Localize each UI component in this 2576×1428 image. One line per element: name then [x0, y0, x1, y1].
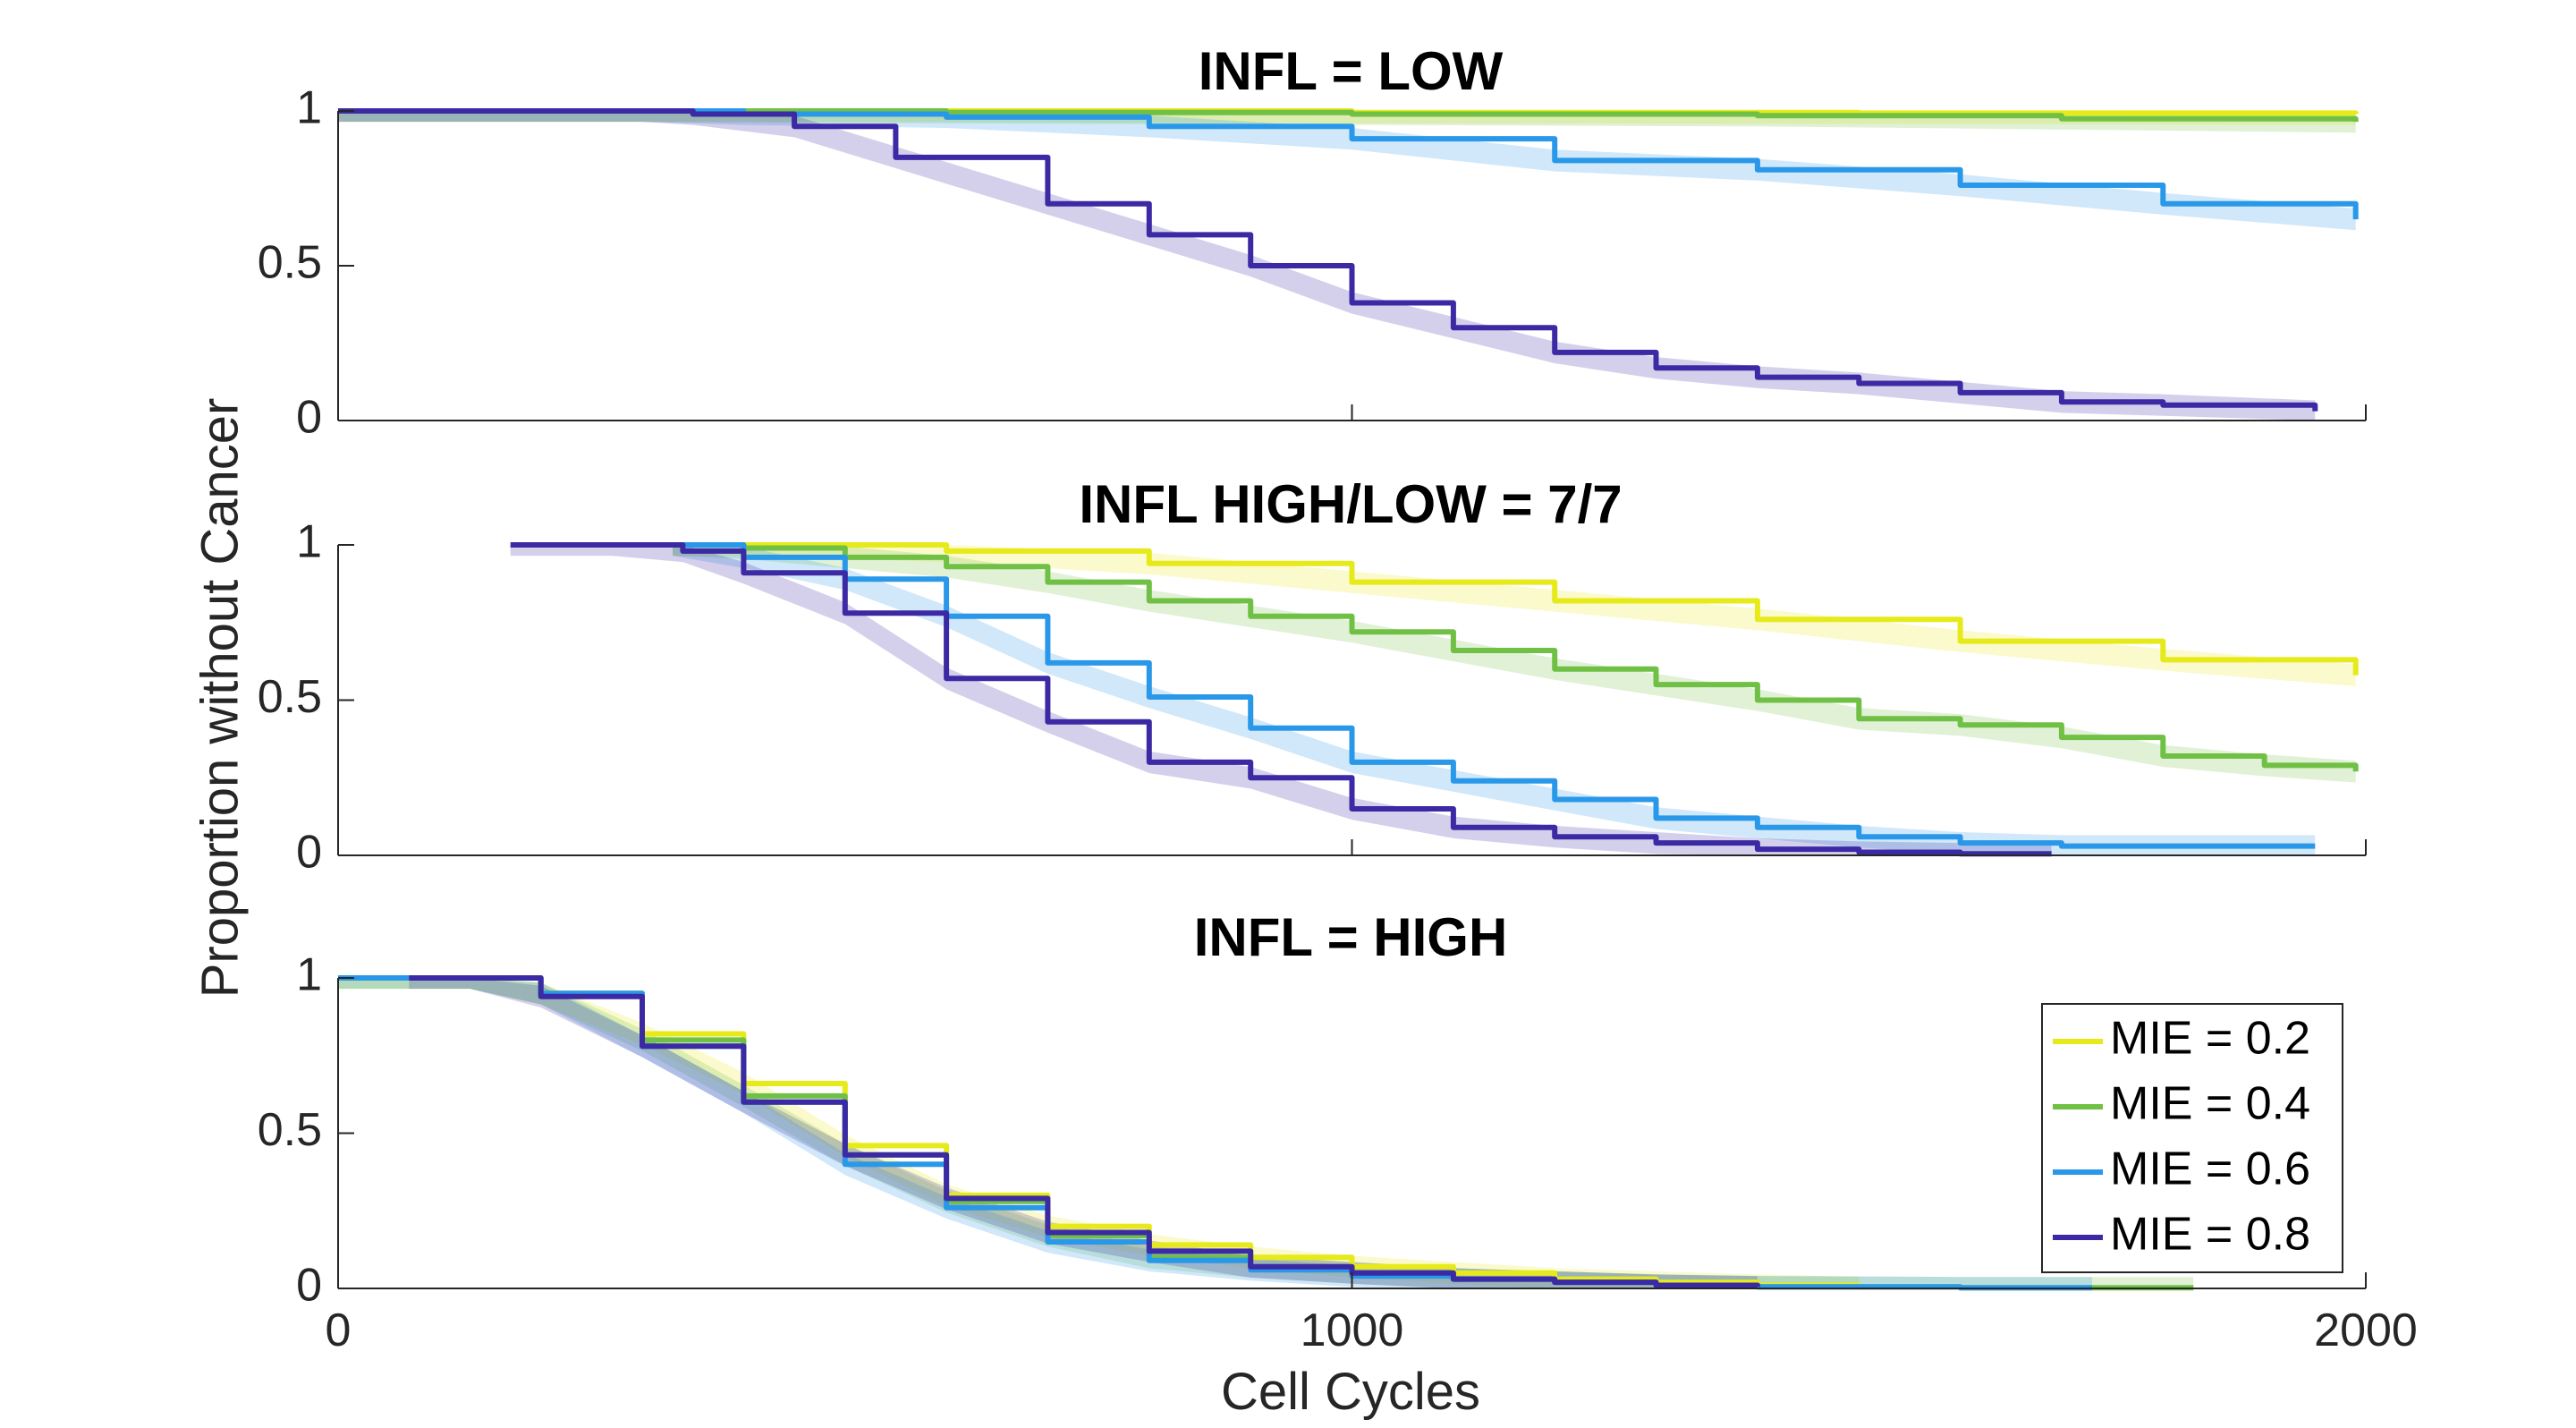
legend-entry: MIE = 0.8 [2053, 1209, 2310, 1261]
series-line [673, 542, 2359, 772]
y-tick-label: 0.5 [258, 1104, 322, 1156]
series-line [338, 108, 2359, 123]
confidence-band [338, 111, 2356, 231]
panel-1: INFL = LOW 0 0.5 1 [258, 41, 2367, 444]
legend: MIE = 0.2 MIE = 0.4 MIE = 0.6 MIE = 0.8 [2041, 1003, 2343, 1273]
legend-entry: MIE = 0.6 [2053, 1143, 2310, 1195]
legend-label: MIE = 0.6 [2110, 1143, 2310, 1195]
legend-label: MIE = 0.8 [2110, 1209, 2310, 1261]
confidence-band [510, 545, 2052, 855]
x-tick-label: 2000 [2314, 1305, 2418, 1356]
confidence-band [673, 545, 2316, 855]
series-line [409, 975, 1760, 1288]
legend-label: MIE = 0.4 [2110, 1078, 2310, 1130]
legend-entry: MIE = 0.2 [2053, 1013, 2310, 1065]
y-tick-label: 1 [296, 82, 322, 134]
series-line [673, 542, 2359, 676]
legend-box [2041, 1003, 2343, 1273]
confidence-band [673, 545, 2356, 783]
y-tick-label: 0.5 [258, 671, 322, 723]
y-axis-label: Proportion without Cancer [191, 398, 249, 999]
panel-2: INFL HIGH/LOW = 7/7 0 0.5 1 [258, 474, 2367, 879]
series-line [510, 542, 2052, 857]
y-tick-label: 0 [296, 1260, 322, 1312]
confidence-band [673, 545, 2356, 686]
y-tick-label: 0 [296, 392, 322, 444]
panel-3: INFL = HIGH 0 0.5 1 0 1000 2000 [258, 907, 2418, 1356]
legend-entry: MIE = 0.4 [2053, 1078, 2310, 1130]
legend-label: MIE = 0.2 [2110, 1013, 2310, 1065]
panel-title: INFL HIGH/LOW = 7/7 [1079, 474, 1622, 534]
y-tick-label: 1 [296, 516, 322, 568]
y-tick-label: 0.5 [258, 237, 322, 289]
x-axis-label: Cell Cycles [1221, 1363, 1480, 1421]
series-line [338, 108, 2318, 412]
y-tick-label: 0 [296, 827, 322, 879]
panel-title: INFL = LOW [1199, 41, 1504, 101]
panel-title: INFL = HIGH [1194, 907, 1508, 967]
x-tick-label: 0 [326, 1305, 352, 1356]
y-tick-label: 1 [296, 949, 322, 1001]
series-line [673, 542, 2316, 849]
x-tick-label: 1000 [1301, 1305, 1404, 1356]
